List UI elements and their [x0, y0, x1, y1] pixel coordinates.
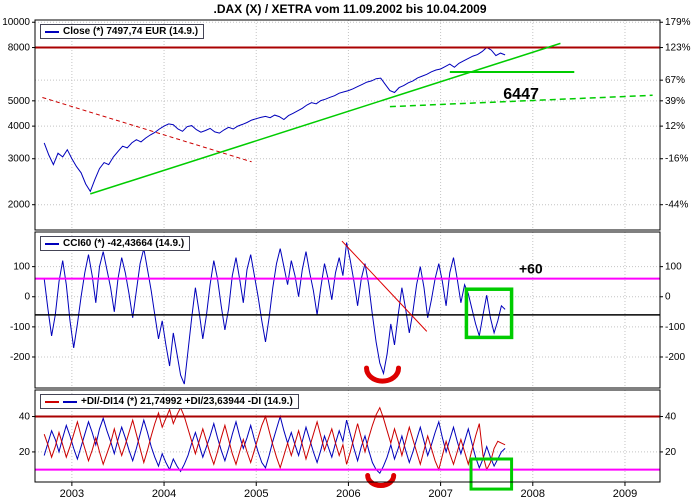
price-legend: Close (*) 7497,74 EUR (14.9.): [40, 24, 205, 39]
x-axis-year-label: 2005: [244, 488, 268, 500]
y-axis-label-right: -16%: [665, 154, 688, 165]
y-axis-label-left: 20: [19, 447, 31, 458]
cci-series-swatch: [45, 242, 59, 245]
x-axis-year-label: 2007: [428, 488, 452, 500]
di-minus-series: [43, 406, 506, 472]
y-axis-label-right: 100: [665, 262, 682, 273]
price-legend-text: Close (*) 7497,74 EUR (14.9.): [63, 26, 199, 37]
y-axis-label-left: 2000: [8, 200, 31, 211]
cci-legend-text: CCI60 (*) -42,43664 (14.9.): [63, 238, 185, 249]
y-axis-label-right: 39%: [665, 96, 685, 107]
cci-highlight-box: [464, 287, 514, 340]
di-plus-swatch: [63, 400, 77, 403]
downtrend-dashed-line: [42, 96, 252, 163]
di-legend-text: +DI/-DI14 (*) 21,74992 +DI/23,63944 -DI …: [81, 396, 293, 407]
panel-border: [34, 231, 661, 389]
y-axis-label-right: -100: [665, 322, 685, 333]
y-axis-label-left: -100: [10, 322, 30, 333]
y-axis-label-right: 123%: [665, 43, 691, 54]
di-plus-series: [43, 414, 506, 475]
y-axis-label-right: 20: [665, 447, 677, 458]
cci-legend: CCI60 (*) -42,43664 (14.9.): [40, 236, 191, 251]
y-axis-label-left: 40: [19, 412, 31, 423]
green-dashed-target-line: [389, 94, 653, 108]
y-axis-label-left: 8000: [8, 43, 31, 54]
di-legend: +DI/-DI14 (*) 21,74992 +DI/23,63944 -DI …: [40, 394, 299, 409]
panel-border: [34, 389, 661, 483]
x-axis-year-label: 2006: [336, 488, 360, 500]
di-highlight-box: [469, 457, 514, 491]
di-low-arc-marker: [365, 473, 397, 489]
y-axis-label-right: 67%: [665, 75, 685, 86]
y-axis-label-left: 3000: [8, 154, 31, 165]
y-axis-label-left: 100: [13, 262, 30, 273]
y-axis-label-left: 4000: [8, 121, 31, 132]
di-minus-swatch: [45, 400, 59, 403]
cci-low-arc-marker: [364, 365, 402, 384]
y-axis-label-left: 10000: [2, 17, 30, 28]
cci-series: [43, 242, 506, 385]
plus60-label: +60: [519, 260, 543, 276]
y-axis-label-left: 5000: [8, 96, 31, 107]
chart-title: .DAX (X) / XETRA vom 11.09.2002 bis 10.0…: [213, 2, 487, 16]
y-axis-label-left: -200: [10, 352, 30, 363]
x-axis-year-label: 2004: [152, 488, 176, 500]
panel-border: [34, 19, 661, 231]
y-axis-label-left: 0: [24, 292, 30, 303]
y-axis-label-right: -200: [665, 352, 685, 363]
close-series-swatch: [45, 30, 59, 33]
uptrend-support-line: [90, 42, 561, 195]
y-axis-label-right: 40: [665, 412, 677, 423]
y-axis-label-right: -44%: [665, 200, 688, 211]
x-axis-year-label: 2003: [60, 488, 84, 500]
y-axis-label-right: 0: [665, 292, 671, 303]
level-6447-label: 6447: [503, 86, 539, 103]
close-series: [43, 46, 506, 193]
x-axis-year-label: 2008: [521, 488, 545, 500]
x-axis-year-label: 2009: [613, 488, 637, 500]
y-axis-label-right: 12%: [665, 121, 685, 132]
y-axis-label-right: 179%: [665, 17, 691, 28]
cci-downtrend-line: [341, 240, 428, 332]
